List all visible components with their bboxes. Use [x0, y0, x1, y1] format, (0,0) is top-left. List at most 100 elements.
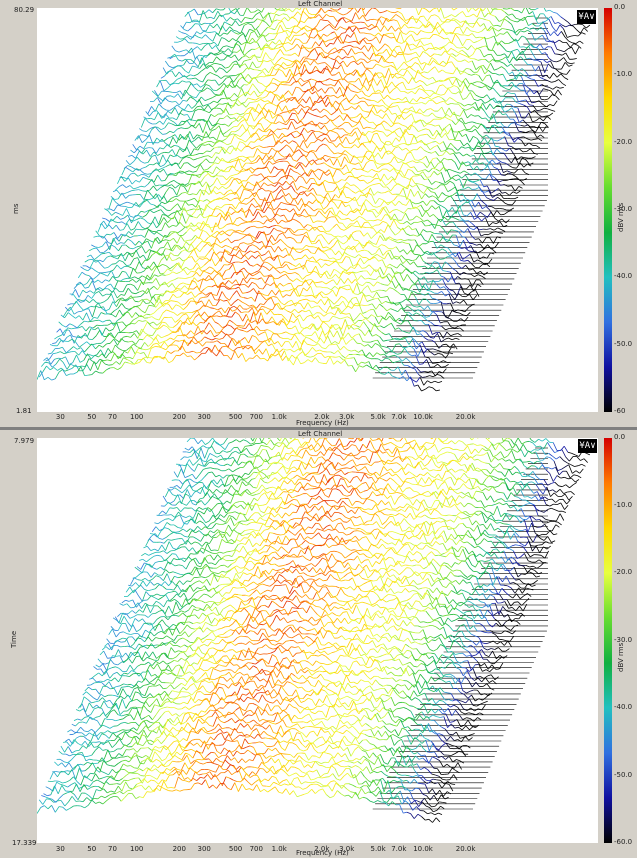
spectrum-trace [505, 162, 510, 166]
spectrum-trace [131, 166, 136, 170]
spectrum-trace [186, 156, 191, 159]
spectrum-trace [182, 183, 187, 187]
spectrum-trace [184, 89, 190, 95]
spectrum-trace [294, 109, 299, 115]
spectrum-trace [262, 14, 268, 19]
spectrum-trace [486, 74, 490, 77]
spectrum-trace [411, 62, 416, 67]
spectrum-trace [492, 210, 498, 217]
spectrum-trace [480, 99, 486, 104]
spectrum-trace [428, 112, 433, 117]
spectrum-trace [327, 192, 332, 201]
spectrum-trace [293, 119, 298, 124]
waterfall-plot-area[interactable] [37, 8, 598, 412]
spectrum-trace [456, 47, 461, 49]
spectrum-trace [275, 39, 280, 45]
spectrum-trace [186, 199, 191, 202]
spectrum-trace [169, 154, 174, 157]
spectrum-trace [398, 98, 403, 101]
spectrum-trace [465, 78, 470, 85]
spectrum-trace [159, 195, 165, 202]
spectrum-trace [200, 155, 205, 158]
spectrum-trace [245, 137, 250, 143]
spectrum-trace [123, 238, 129, 244]
spectrum-trace [390, 106, 395, 108]
spectrum-trace [375, 8, 380, 14]
spectrum-trace [241, 42, 246, 46]
spectrum-trace [465, 20, 470, 26]
spectrum-trace [320, 19, 325, 21]
spectrum-trace [216, 140, 221, 144]
spectrum-trace [221, 196, 226, 199]
spectrum-trace [248, 194, 253, 199]
spectrum-trace [437, 93, 442, 96]
spectrum-trace [448, 148, 453, 150]
spectrum-trace [138, 189, 143, 192]
spectrum-trace [247, 106, 252, 110]
spectrum-trace [539, 88, 544, 95]
spectrum-trace [513, 20, 518, 23]
spectrum-trace [352, 176, 357, 179]
spectrum-trace [230, 134, 235, 144]
spectrum-trace [377, 152, 383, 160]
spectrum-trace [142, 214, 147, 218]
spectrum-trace [146, 199, 151, 205]
spectrum-trace [217, 215, 223, 226]
y-axis-label: ms [12, 203, 20, 214]
spectrum-trace [535, 126, 540, 133]
spectrum-trace [292, 165, 297, 170]
spectrum-trace [175, 36, 181, 40]
spectrum-trace [361, 8, 364, 11]
spectrum-trace [197, 227, 202, 231]
spectrum-trace [559, 24, 564, 30]
spectrum-trace [319, 8, 322, 12]
spectrum-trace [246, 41, 251, 45]
spectrum-trace [225, 84, 230, 87]
spectrum-trace [157, 112, 163, 119]
spectrum-trace [483, 185, 488, 188]
spectrum-trace [368, 154, 373, 161]
spectrum-trace [258, 103, 263, 110]
spectrum-trace [259, 157, 265, 165]
spectrum-trace [371, 140, 376, 145]
spectrum-trace [445, 41, 450, 46]
spectrum-trace [270, 155, 276, 162]
spectrum-trace [492, 87, 497, 93]
spectrum-trace [315, 52, 321, 61]
spectrum-trace [384, 108, 389, 113]
spectrum-trace [187, 103, 193, 109]
spectrum-trace [360, 45, 365, 50]
spectrum-trace [215, 118, 221, 125]
spectrum-trace [497, 159, 503, 163]
spectrum-trace [113, 204, 118, 212]
spectrum-trace [525, 159, 531, 165]
spectrum-trace [254, 154, 260, 161]
spectrum-trace [162, 96, 168, 102]
spectrum-trace [210, 62, 215, 66]
spectrum-trace [356, 26, 361, 34]
spectrum-trace [293, 11, 299, 17]
spectrum-trace [403, 163, 407, 165]
spectrum-trace [171, 134, 176, 138]
spectrum-trace [203, 118, 208, 123]
spectrum-trace [227, 29, 232, 35]
spectrum-trace [365, 94, 370, 98]
spectrum-trace [541, 121, 546, 125]
spectrum-trace [450, 47, 455, 51]
spectrum-trace [240, 119, 245, 123]
spectrum-trace [383, 33, 388, 37]
spectrum-trace [435, 141, 440, 145]
spectrum-trace [398, 27, 403, 34]
spectrum-trace [498, 82, 503, 87]
spectrum-trace [211, 199, 216, 202]
spectrum-trace [152, 221, 157, 228]
spectrum-trace [186, 209, 191, 212]
spectrum-trace [509, 207, 514, 211]
spectrum-trace [131, 228, 137, 235]
spectrum-trace [196, 189, 201, 195]
spectrum-trace [241, 184, 246, 189]
spectrum-trace [297, 198, 302, 205]
spectrum-trace [147, 117, 151, 120]
spectrum-trace [574, 46, 580, 55]
spectrum-trace [275, 139, 281, 145]
